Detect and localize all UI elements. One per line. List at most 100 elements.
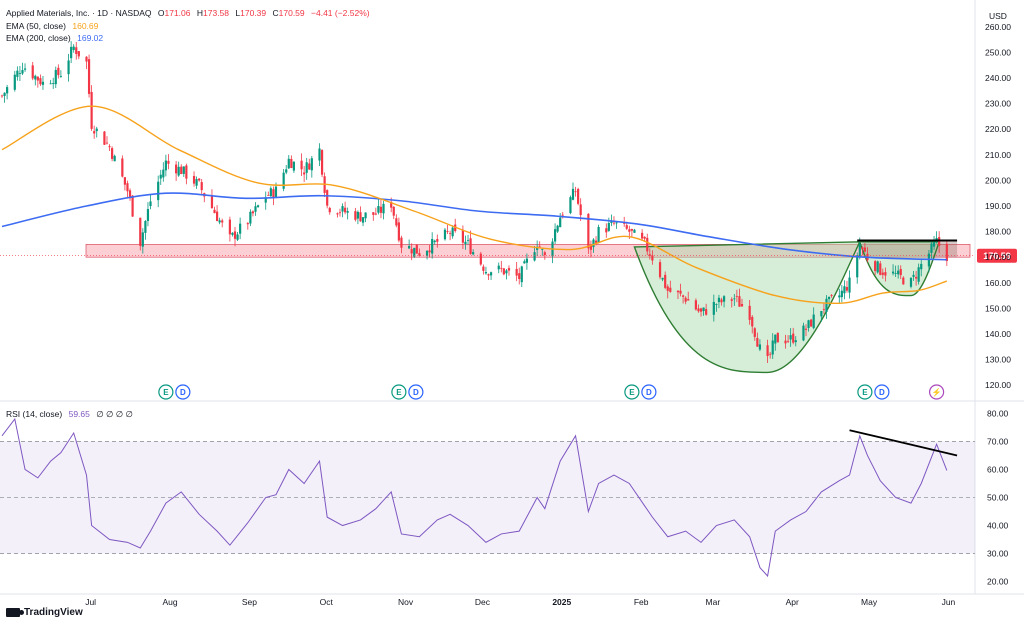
rsi-label: RSI (14, close): [6, 409, 63, 419]
earnings-icon[interactable]: E: [624, 384, 640, 400]
candle-body: [52, 83, 55, 84]
price-tick-label: 130.00: [985, 355, 1011, 365]
earnings-icon[interactable]: E: [391, 384, 407, 400]
candle: [303, 166, 306, 183]
rsi-tick-label: 30.00: [987, 549, 1009, 559]
tradingview-brand[interactable]: TradingView: [6, 607, 83, 618]
support-zone-band: [85, 243, 971, 258]
rsi-line: [1, 417, 948, 578]
candle-body: [0, 95, 4, 97]
candle: [909, 277, 913, 289]
candle: [451, 225, 454, 239]
candle: [776, 332, 779, 343]
candles: [0, 41, 948, 364]
candle-body: [579, 204, 582, 216]
earnings-icon[interactable]: E: [857, 384, 873, 400]
time-tick-label: 2025: [552, 597, 571, 607]
candle-body: [292, 161, 295, 171]
candle-body: [641, 232, 644, 239]
candle-body: [374, 213, 377, 215]
candle-body: [792, 333, 795, 343]
candle: [364, 212, 367, 223]
svg-text:⚡: ⚡: [932, 387, 942, 397]
candle-body: [812, 314, 815, 329]
rsi-tick-label: 50.00: [987, 493, 1009, 503]
candle-body: [507, 268, 511, 271]
candle: [569, 195, 572, 215]
candle: [57, 64, 60, 79]
candle-body: [615, 222, 618, 224]
dividend-icon[interactable]: D: [641, 384, 657, 400]
candle-body: [395, 218, 398, 226]
candle: [374, 207, 377, 216]
candle-body: [577, 188, 580, 204]
candle-body: [123, 177, 127, 185]
candle-body: [482, 266, 485, 271]
candle-body: [93, 131, 96, 134]
candle-body: [756, 337, 759, 347]
candle: [917, 263, 920, 285]
candle-body: [489, 272, 493, 276]
candle: [523, 259, 526, 264]
price-tick-label: 210.00: [985, 150, 1011, 160]
candle: [418, 248, 421, 257]
candle-body: [884, 272, 887, 276]
dividend-icon[interactable]: D: [175, 384, 191, 400]
price-tick-label: 150.00: [985, 303, 1011, 313]
candle: [87, 54, 91, 98]
candle: [484, 266, 488, 275]
candle-body: [784, 340, 787, 344]
candle: [128, 188, 132, 201]
candle-body: [182, 166, 185, 174]
candle: [328, 206, 331, 215]
candle: [49, 79, 52, 85]
split-lightning-icon[interactable]: ⚡: [928, 384, 945, 400]
candle: [802, 322, 805, 342]
candle: [669, 280, 672, 293]
candle-body: [838, 295, 841, 298]
candle: [786, 335, 790, 344]
rsi-legend[interactable]: RSI (14, close) 59.65 ∅ ∅ ∅ ∅: [6, 409, 137, 420]
candle: [231, 232, 234, 237]
candle-body: [897, 270, 900, 275]
time-tick-label: Apr: [786, 597, 799, 607]
ema50-legend[interactable]: EMA (50, close) 160.69: [6, 21, 102, 31]
candle-body: [722, 296, 726, 302]
candle: [70, 41, 73, 64]
candle: [715, 303, 718, 312]
candle: [433, 239, 436, 245]
candle-body: [571, 188, 575, 200]
candle-body: [436, 239, 439, 242]
candle: [354, 207, 357, 222]
candle-body: [612, 222, 616, 224]
dividend-icon[interactable]: D: [408, 384, 424, 400]
candle-body: [845, 286, 849, 291]
candle: [500, 260, 503, 273]
candle: [249, 209, 252, 227]
candle-body: [592, 239, 595, 248]
candle-body: [807, 320, 810, 328]
earnings-icon[interactable]: E: [158, 384, 174, 400]
support-zone: [85, 240, 971, 258]
candle-body: [915, 276, 918, 279]
candle: [571, 182, 575, 201]
candle: [482, 264, 485, 275]
currency-label: USD: [989, 11, 1007, 21]
candle-body: [338, 212, 342, 214]
candle-body: [520, 266, 523, 283]
candle: [272, 186, 275, 206]
candle-body: [341, 206, 344, 212]
candle-body: [164, 160, 167, 171]
candle-body: [382, 203, 385, 214]
candle: [254, 202, 257, 216]
dividend-icon[interactable]: D: [874, 384, 890, 400]
candle: [792, 327, 795, 345]
candle-body: [113, 155, 116, 162]
candle: [326, 189, 329, 209]
candle-body: [789, 335, 792, 340]
candle-body: [274, 186, 278, 197]
candle-body: [932, 241, 936, 247]
rsi-tick-label: 60.00: [987, 464, 1009, 474]
ema200-legend[interactable]: EMA (200, close) 169.02: [6, 33, 107, 43]
